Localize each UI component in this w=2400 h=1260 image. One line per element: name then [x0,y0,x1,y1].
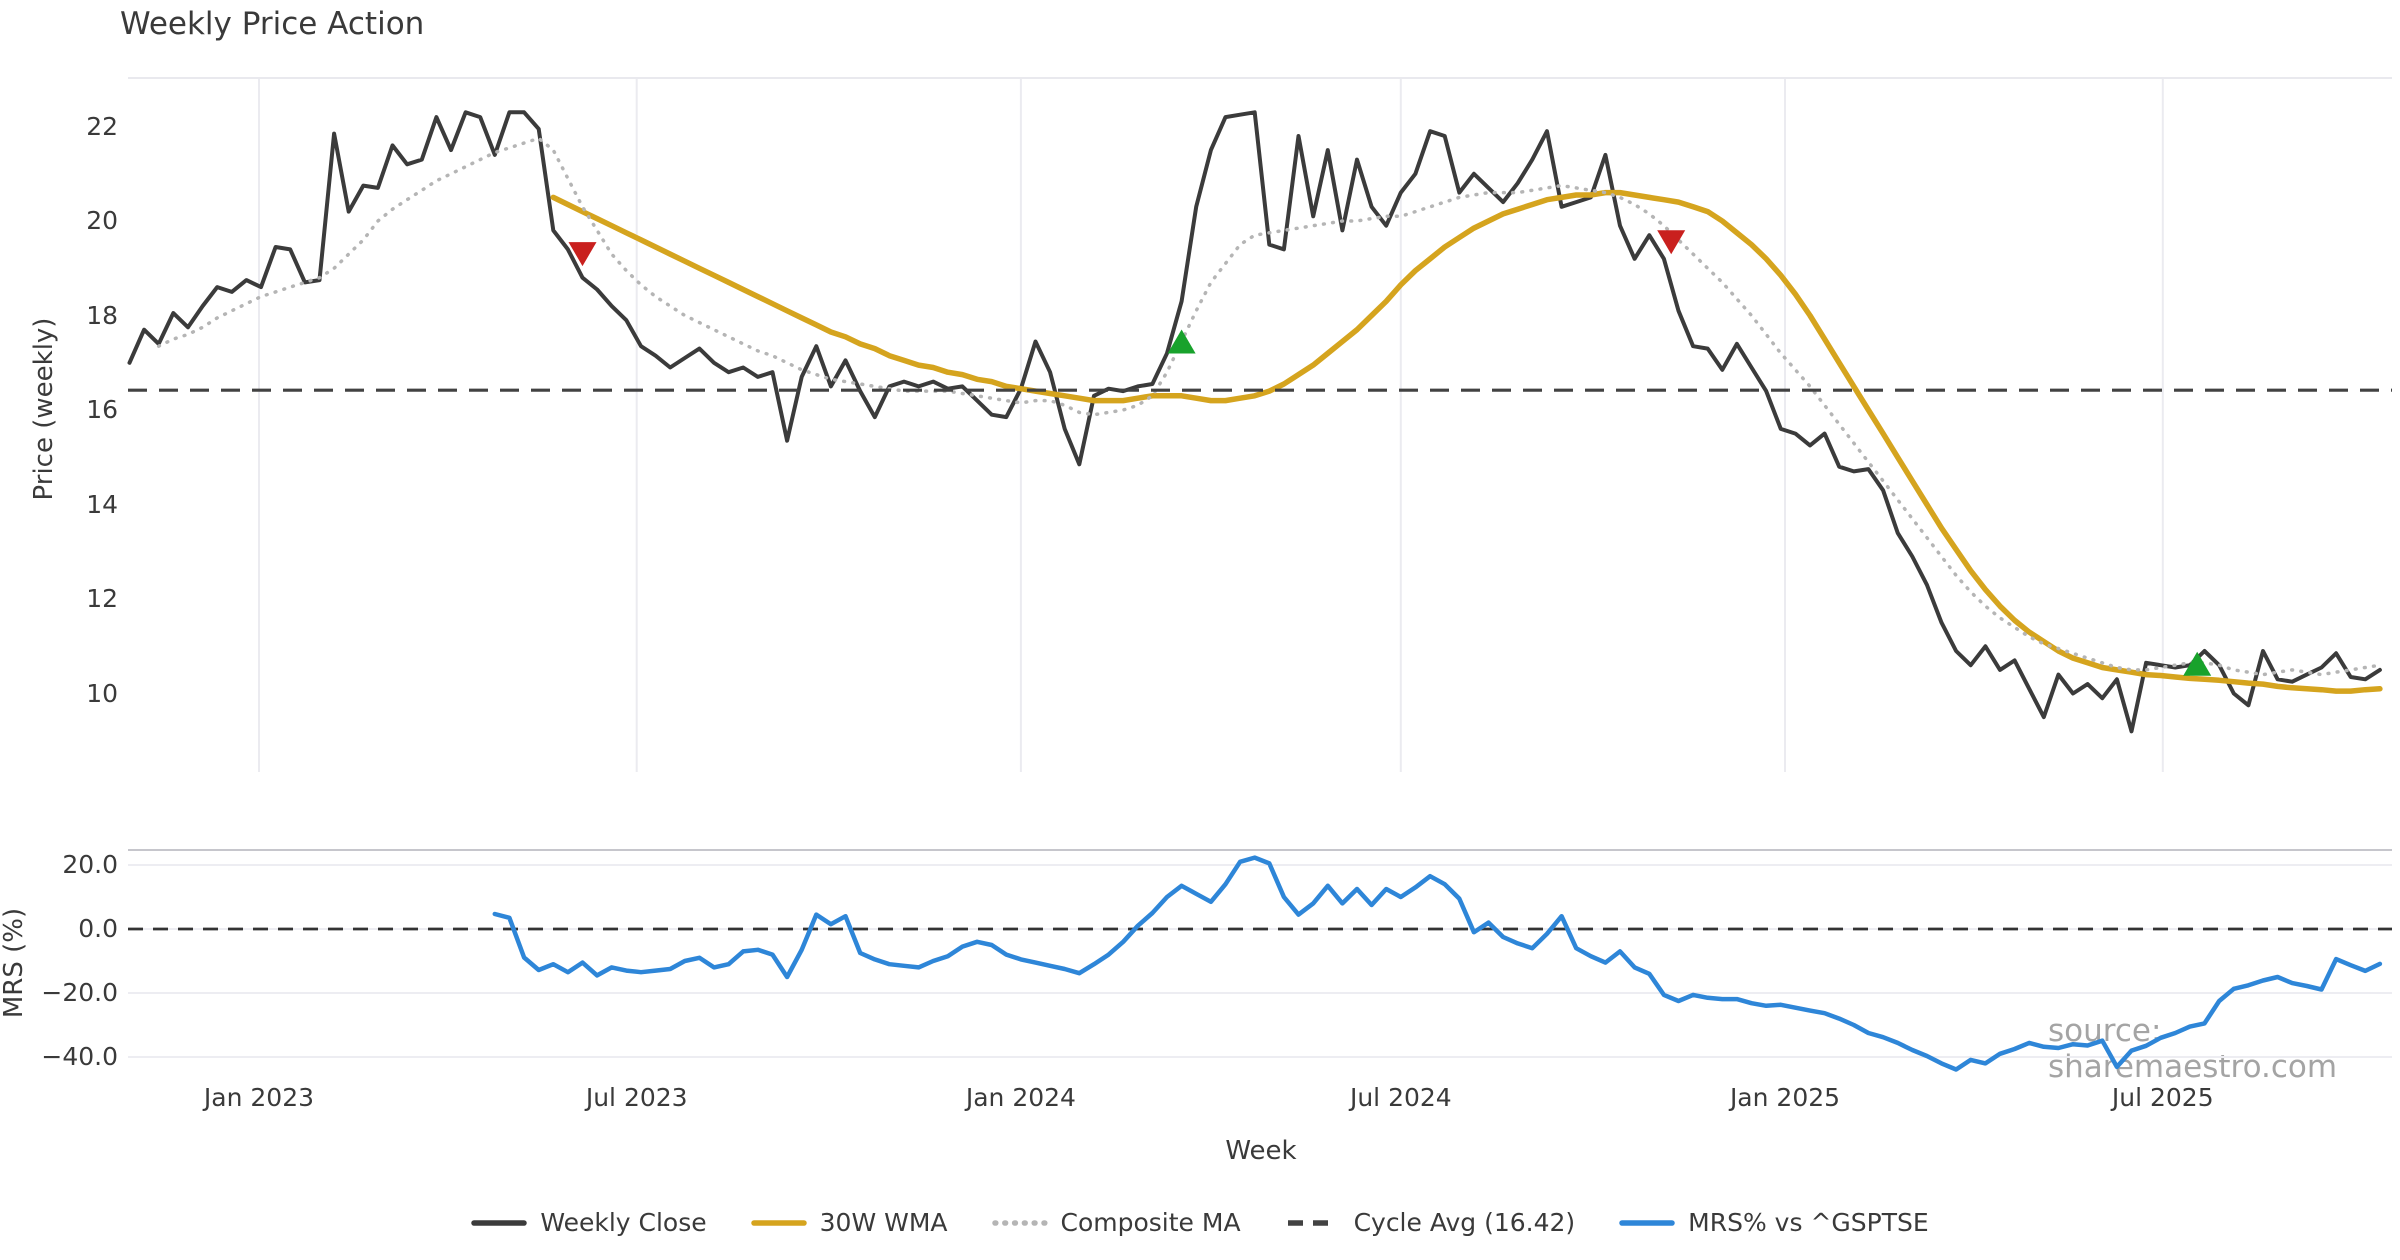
legend-label: Cycle Avg (16.42) [1353,1208,1576,1237]
legend-item-30w-wma: 30W WMA [750,1208,948,1237]
legend-swatch-solid [750,1219,807,1226]
legend-label: MRS% vs ^GSPTSE [1688,1208,1929,1237]
mrs-line [492,855,2383,1072]
price-ytick-20: 20 [86,206,118,235]
x-tick-jan-2023: Jan 2023 [203,1083,315,1112]
price-ytick-12: 12 [86,584,118,613]
legend-item-composite-ma: Composite MA [991,1208,1241,1237]
buy-marker-4 [2183,651,2212,676]
legend-label: Composite MA [1060,1208,1241,1237]
legend-item-mrs--vs--gsptse: MRS% vs ^GSPTSE [1619,1208,1929,1237]
price-ytick-10: 10 [86,678,118,708]
price-ytick-18: 18 [86,300,118,330]
mrs-gridlines [128,864,2392,1058]
x-tick-jan-2024: Jan 2024 [965,1083,1076,1112]
sell-marker-1 [568,242,597,267]
weekly-close-line [127,110,2382,734]
legend-item-weekly-close: Weekly Close [471,1208,707,1237]
sell-marker-3 [1657,230,1686,255]
x-tick-jul-2024: Jul 2024 [1349,1083,1452,1112]
legend-label: 30W WMA [819,1208,948,1237]
legend-swatch-dotted [991,1219,1048,1226]
x-tick-jul-2023: Jul 2023 [585,1083,688,1112]
30w-wma-line [550,189,2383,694]
x-tick-jan-2025: Jan 2025 [1729,1083,1841,1112]
legend-swatch-dashed [1287,1219,1338,1226]
mrs-ytick-0: 0.0 [78,914,118,943]
chart-title: Weekly Price Action [120,6,425,42]
x-tick-jul-2025: Jul 2025 [2111,1083,2214,1112]
price-ytick-22: 22 [86,111,118,141]
legend-label: Weekly Close [540,1208,707,1237]
legend-swatch-solid [471,1219,528,1226]
x-axis-label: Week [1225,1136,1297,1166]
price-ytick-14: 14 [86,489,118,519]
watermark: source: sharemaestro.com [2048,1013,2338,1085]
buy-marker-2 [1167,329,1196,354]
composite-ma-line [156,136,2382,677]
legend: Weekly Close 30W WMA Composite MA Cycle Avg… [0,1208,2400,1237]
mrs-ytick--40: −40.0 [41,1042,118,1071]
mrs-ytick--20: −20.0 [41,978,118,1007]
legend-item-cycle-avg--16-42-: Cycle Avg (16.42) [1285,1208,1576,1237]
mrs-ytick-20: 20.0 [62,850,118,879]
mrs-axis-label: MRS (%) [0,907,29,1019]
legend-swatch-solid [1619,1219,1675,1226]
price-ytick-16: 16 [86,395,118,424]
